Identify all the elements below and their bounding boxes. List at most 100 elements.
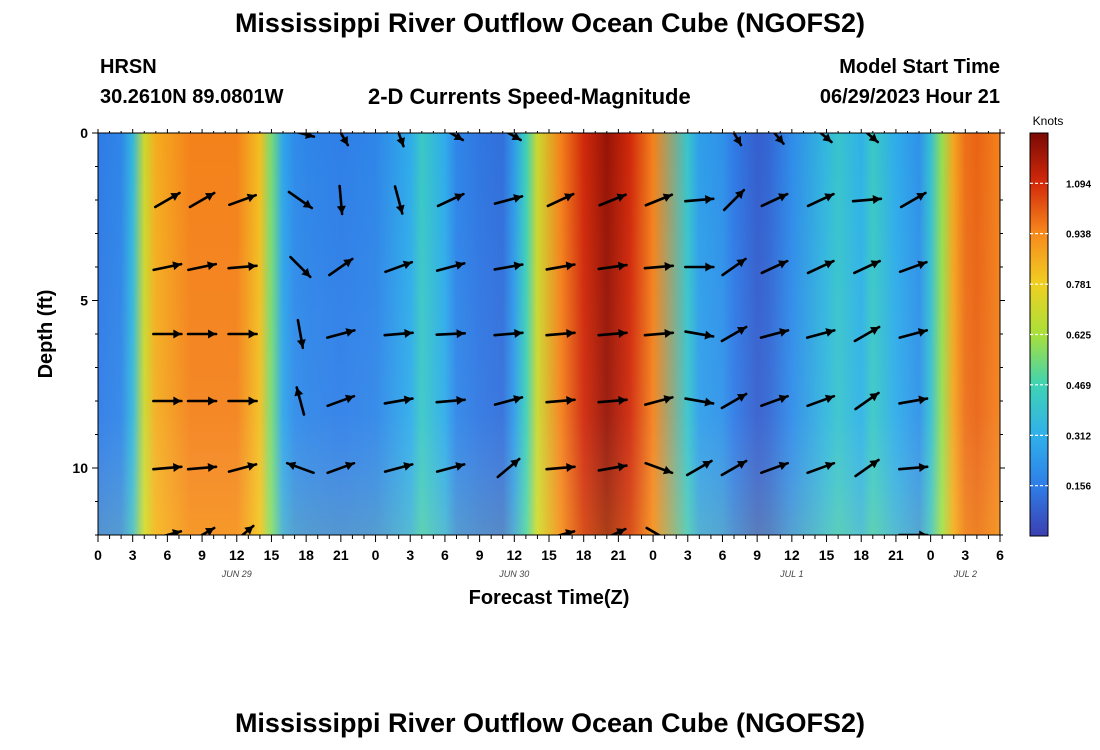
current-arrow [546,192,575,208]
x-tick-label: 3 [684,547,692,563]
x-tick-label: 3 [129,547,137,563]
current-arrow [435,329,466,339]
current-arrow [722,188,746,212]
current-arrow [597,462,628,472]
current-arrow [853,325,881,343]
current-arrow [720,459,748,477]
x-axis: 0 3 6 9 12 15 18 21 0 3 6 9 12 15 18 21 0 3 6 9 12 15 18 21 0 3 6 J… [94,129,1004,579]
colorbar-tick-label: 0.469 [1066,381,1091,392]
current-arrow [732,133,743,147]
current-arrow [295,133,316,139]
current-arrow [609,527,627,535]
current-arrow [898,328,929,339]
x-tick-label: 6 [996,547,1004,563]
current-arrow [760,192,789,208]
current-arrow [597,328,628,338]
current-arrow [493,261,524,271]
current-arrow [326,328,356,339]
current-arrow [435,395,466,405]
colorbar-tick-label: 0.938 [1066,230,1091,241]
current-arrow [760,394,789,408]
current-arrow [643,328,675,338]
y-tick-label: 0 [80,125,88,141]
current-arrow [898,462,929,472]
current-arrow [898,260,928,274]
colorbar-tick-label: 1.094 [1066,179,1091,190]
x-tick-label: 18 [298,547,314,563]
current-arrow [806,192,835,208]
current-arrow [545,261,576,271]
current-arrow [864,133,880,144]
current-arrow [240,524,255,535]
x-tick-label: 0 [372,547,380,563]
current-arrow [296,318,306,350]
x-tick-label: 21 [333,547,349,563]
current-arrow [772,133,785,146]
current-arrow [436,192,465,208]
current-vectors [152,133,929,535]
y-axis: 0 5 10 [72,125,1005,536]
current-arrow [505,133,522,142]
current-arrow [493,395,524,406]
colorbar: Knots 1.094 0.938 0.781 0.625 0.469 0.312 0.15… [1029,114,1091,537]
day-label: JUN 30 [498,569,529,579]
current-arrow [851,194,883,204]
current-arrow [684,194,715,204]
current-arrow [597,395,628,405]
x-tick-label: 12 [229,547,245,563]
day-label: JUN 29 [221,569,252,579]
current-arrow [289,255,312,279]
current-arrow [806,259,835,275]
colorbar-tick-label: 0.156 [1066,482,1091,493]
model-start-value: 06/29/2023 Hour 21 [819,86,1000,108]
current-arrow [493,194,524,205]
colorbar-tick-label: 0.625 [1066,331,1091,342]
current-arrow [854,391,880,411]
station-coords: 30.2610N 89.0801W [100,86,284,108]
x-tick-label: 3 [406,547,414,563]
current-arrow [383,462,414,473]
x-tick-label: 6 [441,547,449,563]
x-tick-label: 9 [476,547,484,563]
current-arrow [383,328,414,338]
current-arrow [493,328,524,338]
x-tick-label: 15 [264,547,280,563]
current-arrow [227,329,258,339]
current-arrow [199,526,216,535]
current-arrow [598,193,627,207]
current-arrow [685,459,713,477]
x-tick-label: 3 [961,547,969,563]
current-arrow [721,257,747,277]
day-label: JUL 1 [779,569,803,579]
current-arrow [152,462,183,472]
current-arrow [326,394,356,408]
x-tick-label: 21 [888,547,904,563]
current-arrow [720,325,748,343]
model-start-label: Model Start Time [839,56,1000,78]
current-arrow [228,193,258,207]
current-arrow [643,261,675,271]
current-arrow [644,461,674,475]
current-arrow [644,395,674,406]
current-arrow [899,191,927,209]
x-tick-label: 0 [649,547,657,563]
x-tick-label: 9 [753,547,761,563]
current-arrow [684,397,715,407]
current-arrow [227,462,258,473]
current-arrow [854,458,880,478]
footer-title: Mississippi River Outflow Ocean Cube (NG… [234,708,866,738]
current-arrow [328,257,354,277]
current-arrow [684,262,715,272]
current-arrow [384,260,414,274]
current-arrow [287,190,314,210]
current-arrow [435,462,466,473]
current-arrow [186,396,218,406]
current-arrow [339,133,350,147]
current-arrow [336,184,346,216]
current-arrow [760,461,789,475]
current-arrow [545,462,576,472]
current-arrow [644,193,674,207]
x-axis-label: Forecast Time(Z) [469,587,630,609]
x-tick-label: 18 [853,547,869,563]
x-tick-label: 18 [576,547,592,563]
